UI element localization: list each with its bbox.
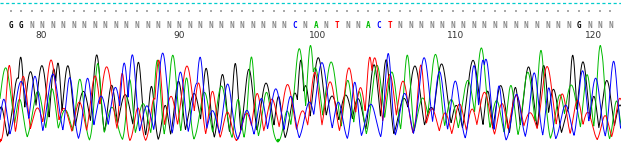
Text: N: N	[187, 21, 192, 30]
Text: N: N	[524, 21, 528, 30]
Text: N: N	[61, 21, 65, 30]
Text: N: N	[492, 21, 497, 30]
Text: N: N	[156, 21, 160, 30]
Text: N: N	[471, 21, 476, 30]
Text: C: C	[376, 21, 381, 30]
Text: A: A	[314, 21, 318, 30]
Text: N: N	[82, 21, 86, 30]
Text: 80: 80	[35, 31, 47, 40]
Text: G: G	[576, 21, 581, 30]
Text: N: N	[408, 21, 413, 30]
Text: G: G	[8, 21, 13, 30]
Text: N: N	[250, 21, 255, 30]
Text: N: N	[145, 21, 150, 30]
Text: N: N	[482, 21, 486, 30]
Text: N: N	[197, 21, 202, 30]
Text: N: N	[208, 21, 213, 30]
Text: N: N	[135, 21, 139, 30]
Text: N: N	[556, 21, 560, 30]
Text: G: G	[19, 21, 24, 30]
Text: N: N	[514, 21, 518, 30]
Text: N: N	[50, 21, 55, 30]
Text: T: T	[387, 21, 392, 30]
Text: N: N	[103, 21, 107, 30]
Text: N: N	[219, 21, 224, 30]
Text: N: N	[282, 21, 286, 30]
Text: N: N	[124, 21, 129, 30]
Text: T: T	[335, 21, 339, 30]
Text: 120: 120	[585, 31, 602, 40]
Text: N: N	[356, 21, 360, 30]
Text: N: N	[71, 21, 76, 30]
Text: N: N	[545, 21, 550, 30]
Text: N: N	[114, 21, 118, 30]
Text: N: N	[176, 21, 181, 30]
Text: N: N	[440, 21, 445, 30]
Text: N: N	[566, 21, 571, 30]
Text: N: N	[503, 21, 507, 30]
Text: N: N	[429, 21, 434, 30]
Text: 110: 110	[446, 31, 464, 40]
Text: N: N	[271, 21, 276, 30]
Text: N: N	[93, 21, 97, 30]
Text: N: N	[397, 21, 402, 30]
Text: N: N	[461, 21, 465, 30]
Text: N: N	[303, 21, 307, 30]
Text: N: N	[608, 21, 613, 30]
Text: N: N	[29, 21, 34, 30]
Text: 90: 90	[174, 31, 185, 40]
Text: N: N	[587, 21, 592, 30]
Text: N: N	[40, 21, 45, 30]
Text: N: N	[229, 21, 234, 30]
Text: 100: 100	[309, 31, 326, 40]
Text: N: N	[535, 21, 539, 30]
Text: N: N	[345, 21, 350, 30]
Text: N: N	[166, 21, 171, 30]
Text: N: N	[450, 21, 455, 30]
Text: N: N	[597, 21, 602, 30]
Text: N: N	[261, 21, 265, 30]
Text: A: A	[366, 21, 371, 30]
Text: N: N	[419, 21, 424, 30]
Text: N: N	[324, 21, 329, 30]
Text: N: N	[240, 21, 245, 30]
Text: C: C	[292, 21, 297, 30]
